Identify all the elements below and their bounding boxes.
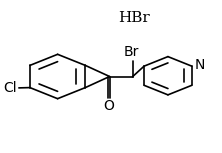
- Text: Br: Br: [124, 45, 139, 59]
- Text: O: O: [104, 99, 115, 113]
- Text: Cl: Cl: [4, 81, 17, 95]
- Text: HBr: HBr: [118, 11, 150, 25]
- Text: N: N: [194, 58, 205, 72]
